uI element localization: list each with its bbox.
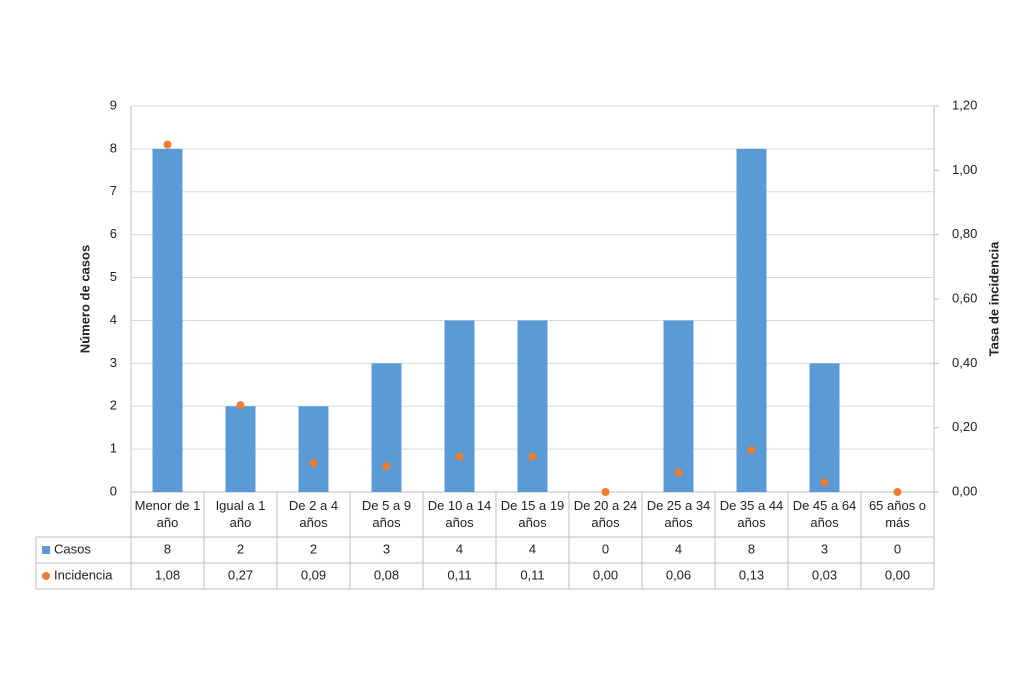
y2-tick-label: 0,20 bbox=[952, 419, 977, 434]
y2-tick-label: 0,00 bbox=[952, 483, 977, 498]
y-tick-label: 4 bbox=[110, 312, 117, 327]
table-value: 0,13 bbox=[739, 567, 764, 582]
x-tick-label: De 25 a 34 años bbox=[646, 498, 711, 530]
table-value: 0,00 bbox=[885, 567, 910, 582]
bar bbox=[225, 406, 256, 492]
y2-tick-label: 0,60 bbox=[952, 290, 977, 305]
point bbox=[163, 140, 172, 149]
y2-axis-title: Tasa de incidencia bbox=[986, 241, 1001, 356]
x-tick-label: De 5 a 9 años bbox=[361, 498, 412, 530]
table-value: 4 bbox=[456, 541, 463, 556]
table-value: 0,11 bbox=[447, 567, 471, 582]
point bbox=[236, 401, 245, 410]
y-tick-label: 0 bbox=[110, 483, 117, 498]
y-tick-label: 3 bbox=[110, 355, 117, 370]
point bbox=[820, 478, 829, 487]
y2-tick-label: 0,80 bbox=[952, 226, 977, 241]
table-value: 0,06 bbox=[666, 567, 691, 582]
x-tick-label: De 20 a 24 años bbox=[573, 498, 638, 530]
legend-marker bbox=[42, 546, 50, 554]
table-value: 3 bbox=[383, 541, 390, 556]
point bbox=[455, 452, 464, 461]
legend-label: Casos bbox=[54, 541, 91, 556]
table-value: 3 bbox=[821, 541, 828, 556]
y-tick-label: 9 bbox=[110, 97, 117, 112]
x-tick-label: De 15 a 19 años bbox=[500, 498, 565, 530]
table-value: 0,00 bbox=[593, 567, 618, 582]
x-tick-label: De 35 a 44 años bbox=[719, 498, 784, 530]
bar bbox=[152, 148, 183, 492]
y-axis-title: Número de casos bbox=[77, 245, 92, 353]
y-tick-label: 2 bbox=[110, 398, 117, 413]
point bbox=[674, 468, 683, 477]
y-tick-label: 6 bbox=[110, 226, 117, 241]
y-tick-label: 1 bbox=[110, 441, 117, 456]
y-tick-label: 8 bbox=[110, 140, 117, 155]
table-value: 8 bbox=[748, 541, 755, 556]
bar bbox=[663, 320, 694, 492]
table-value: 0 bbox=[602, 541, 609, 556]
point bbox=[309, 459, 318, 468]
y2-tick-label: 0,40 bbox=[952, 355, 977, 370]
point bbox=[747, 446, 756, 455]
table-value: 2 bbox=[310, 541, 317, 556]
table-value: 4 bbox=[529, 541, 536, 556]
bar bbox=[809, 363, 840, 492]
x-tick-label: De 10 a 14 años bbox=[427, 498, 492, 530]
point bbox=[893, 488, 902, 496]
bar bbox=[371, 363, 402, 492]
table-value: 0,09 bbox=[301, 567, 326, 582]
table-value: 0,08 bbox=[374, 567, 399, 582]
x-tick-label: De 2 a 4 años bbox=[288, 498, 339, 530]
bar bbox=[444, 320, 475, 492]
table-value: 1,08 bbox=[155, 567, 180, 582]
table-value: 0,27 bbox=[228, 567, 253, 582]
legend-label: Incidencia bbox=[54, 567, 113, 582]
table-value: 2 bbox=[237, 541, 244, 556]
table-value: 4 bbox=[675, 541, 682, 556]
y2-tick-label: 1,00 bbox=[952, 162, 977, 177]
bar bbox=[736, 148, 767, 492]
point bbox=[382, 462, 391, 471]
x-tick-label: Menor de 1 año bbox=[134, 498, 201, 530]
table-value: 8 bbox=[164, 541, 171, 556]
y2-tick-label: 1,20 bbox=[952, 97, 977, 112]
legend-marker bbox=[42, 572, 50, 580]
y-tick-label: 5 bbox=[110, 269, 117, 284]
table-value: 0,03 bbox=[812, 567, 837, 582]
y-tick-label: 7 bbox=[110, 183, 117, 198]
table-value: 0,11 bbox=[520, 567, 544, 582]
bar bbox=[517, 320, 548, 492]
table-value: 0 bbox=[894, 541, 901, 556]
x-tick-label: Igual a 1 año bbox=[215, 498, 266, 530]
x-tick-label: De 45 a 64 años bbox=[792, 498, 857, 530]
x-tick-label: 65 años o más bbox=[868, 498, 927, 530]
point bbox=[601, 488, 610, 496]
bar bbox=[298, 406, 329, 492]
point bbox=[528, 452, 537, 461]
